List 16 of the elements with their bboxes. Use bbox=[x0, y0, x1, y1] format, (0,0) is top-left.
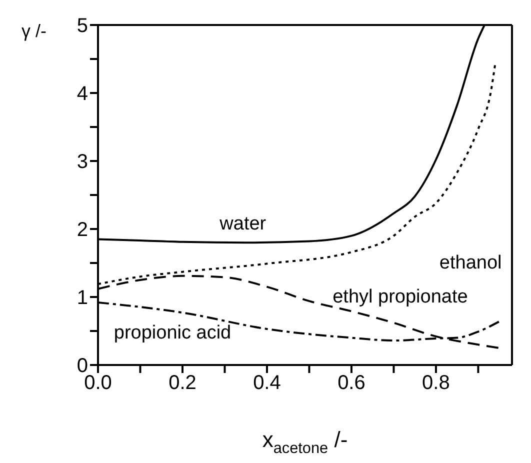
annotation: propionic acid bbox=[114, 322, 232, 344]
y-tick-label: 3 bbox=[76, 151, 88, 174]
y-tick-label: 4 bbox=[76, 83, 88, 106]
y-tick-label: 2 bbox=[76, 219, 88, 242]
annotation: ethyl propionate bbox=[332, 286, 468, 308]
annotation: water bbox=[220, 213, 266, 234]
y-tick-label: 5 bbox=[76, 15, 88, 38]
y-tick-label: 1 bbox=[76, 287, 88, 310]
x-tick-label: 0.2 bbox=[168, 372, 196, 394]
y-axis-title: γ /- bbox=[22, 21, 46, 41]
x-tick-label: 0.8 bbox=[422, 372, 450, 394]
x-tick-label: 0.0 bbox=[84, 372, 112, 394]
annotation: ethanol bbox=[439, 252, 502, 274]
x-tick-label: 0.4 bbox=[253, 372, 281, 394]
x-tick-label: 0.6 bbox=[338, 372, 366, 394]
x-axis-title: x$_{acetone}$ /- bbox=[262, 427, 348, 457]
